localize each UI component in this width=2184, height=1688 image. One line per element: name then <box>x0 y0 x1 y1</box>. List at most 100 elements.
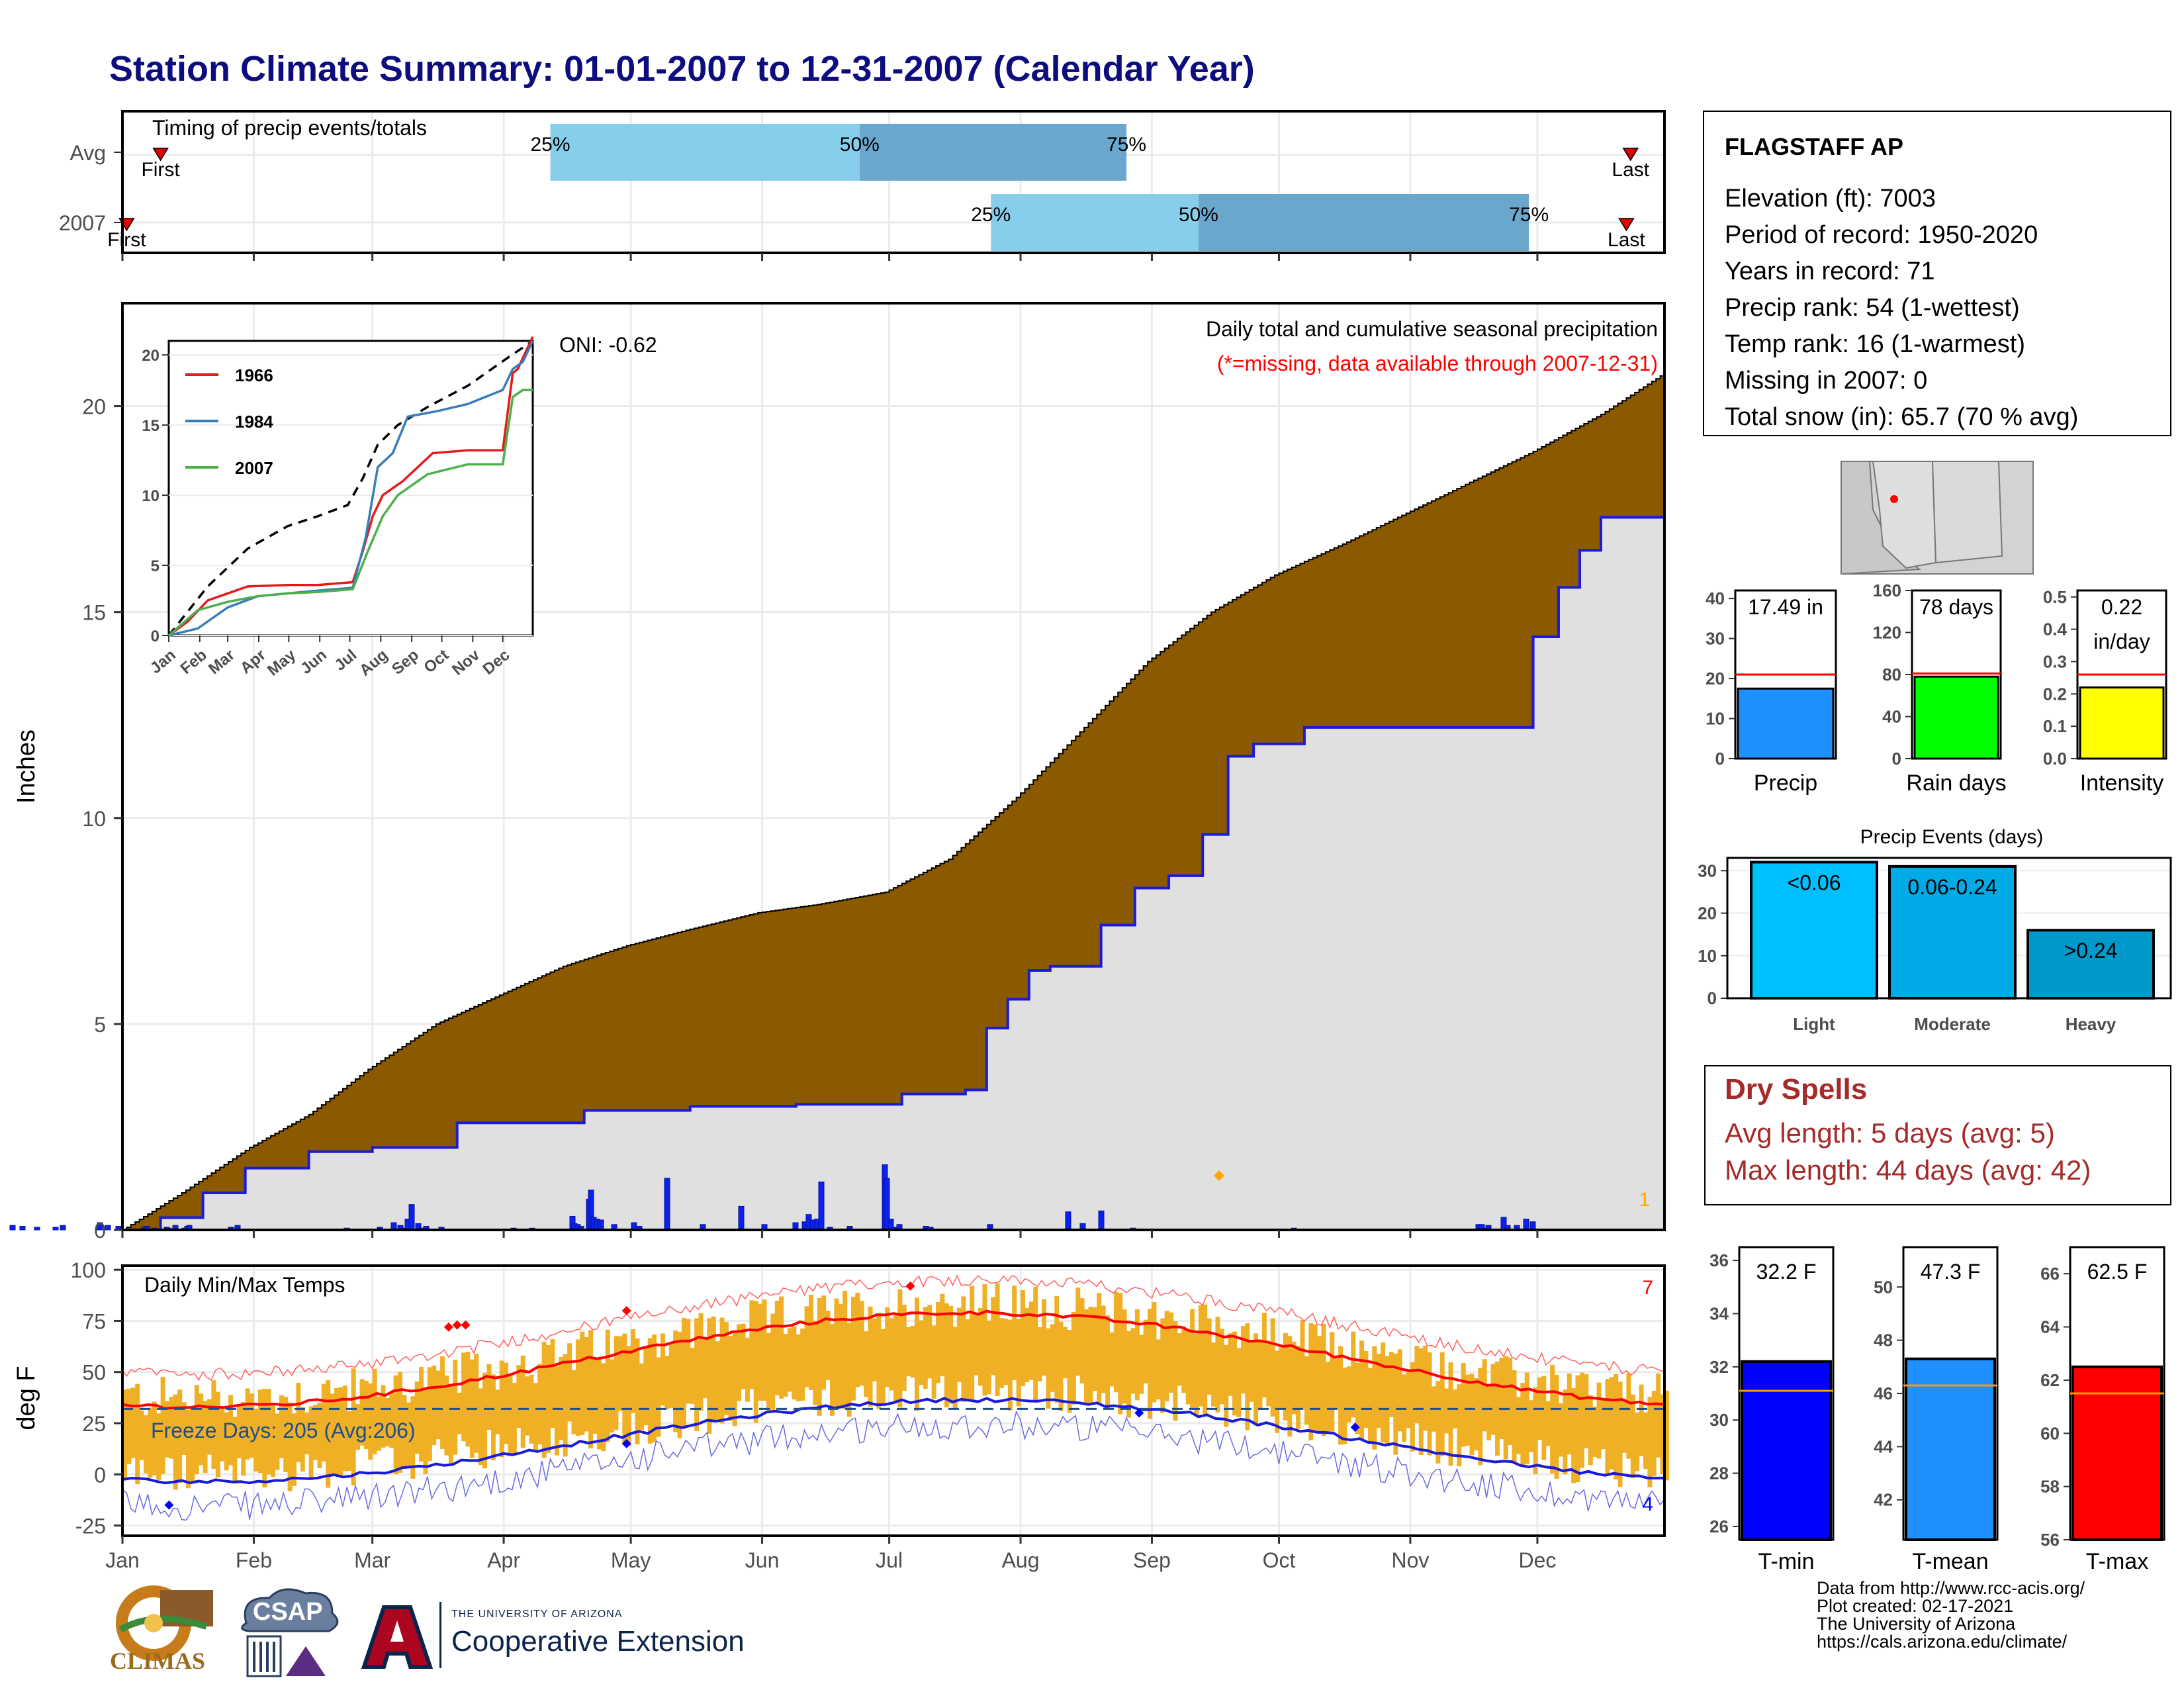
daily-temp-range <box>232 1417 238 1484</box>
daily-temp-range <box>745 1337 750 1402</box>
timing-bar-25-50 <box>550 124 860 181</box>
daily-temp-range <box>406 1402 411 1468</box>
timing-row-label: 2007 <box>59 211 106 235</box>
daily-temp-range <box>1414 1346 1420 1424</box>
daily-temp-range <box>1444 1388 1449 1434</box>
daily-temp-range <box>1079 1298 1085 1383</box>
daily-temp-range <box>1054 1295 1060 1403</box>
daily-temp-range <box>1351 1331 1356 1418</box>
daily-temp-range <box>1261 1313 1267 1398</box>
summary-bar-label: Intensity <box>2080 771 2164 796</box>
daily-temp-range <box>177 1389 183 1483</box>
daily-temp-range <box>1126 1331 1132 1418</box>
daily-temp-range <box>224 1412 229 1471</box>
daily-temp-range <box>1490 1364 1496 1435</box>
inset-series-2007 <box>167 389 533 637</box>
summary-value-label: 78 days <box>1919 595 1993 619</box>
page-title: Station Climate Summary: 01-01-2007 to 1… <box>109 49 1255 89</box>
temp-summary-ytick-label: 44 <box>1874 1436 1893 1456</box>
daily-temp-range <box>440 1356 445 1450</box>
precip-ytick-label: 0 <box>94 1219 106 1243</box>
average-tmax-line <box>122 1309 1665 1410</box>
station-info-line: Precip rank: 54 (1-wettest) <box>1725 294 2020 322</box>
daily-temp-range <box>504 1362 509 1444</box>
summary-bar-label: Rain days <box>1906 771 2006 796</box>
daily-temp-range <box>1134 1309 1140 1401</box>
temp-summary-ytick-label: 34 <box>1709 1303 1729 1323</box>
daily-temp-range <box>156 1413 161 1480</box>
temp-summary-ytick-label: 42 <box>1874 1490 1893 1510</box>
daily-temp-range <box>842 1290 848 1409</box>
daily-temp-range <box>1554 1375 1559 1479</box>
daily-temp-range <box>279 1395 284 1458</box>
timing-first-label: First <box>107 229 146 251</box>
daily-temp-range <box>601 1363 606 1452</box>
daily-temp-range <box>855 1292 860 1387</box>
daily-temp-range <box>321 1383 326 1462</box>
daily-temp-range <box>813 1321 818 1405</box>
daily-temp-range <box>1579 1372 1584 1468</box>
daily-temp-range <box>313 1404 318 1460</box>
inset-ytick-label: 0 <box>151 628 159 645</box>
events-ytick-label: 20 <box>1698 904 1717 923</box>
inset-ytick-label: 5 <box>151 557 159 575</box>
daily-temp-range <box>1660 1394 1665 1474</box>
daily-temp-range <box>808 1294 813 1390</box>
month-label: Apr <box>487 1548 520 1572</box>
daily-temp-range <box>220 1408 225 1462</box>
daily-temp-range <box>304 1412 310 1454</box>
daily-precip-bar <box>887 1219 894 1231</box>
daily-temp-range <box>1494 1361 1500 1456</box>
station-info-line: Temp rank: 16 (1-warmest) <box>1725 330 2025 358</box>
daily-temp-range <box>359 1379 365 1446</box>
station-info-line: Total snow (in): 65.7 (70 % avg) <box>1725 403 2078 431</box>
record-low-marker <box>164 1500 174 1510</box>
temp-summary-ytick-label: 56 <box>2040 1530 2060 1550</box>
daily-temp-range <box>868 1306 873 1407</box>
daily-temp-range <box>1160 1318 1165 1413</box>
daily-temp-range <box>1012 1286 1017 1380</box>
daily-temp-range <box>1478 1368 1483 1466</box>
daily-temp-range <box>363 1380 369 1450</box>
daily-temp-range <box>1037 1327 1042 1382</box>
daily-temp-range <box>478 1388 483 1466</box>
precip-events-frame <box>1726 857 2172 1000</box>
daily-temp-range <box>326 1380 331 1488</box>
daily-temp-range <box>1376 1354 1381 1429</box>
daily-temp-range <box>1473 1378 1479 1451</box>
timing-p50-label: 50% <box>1179 204 1218 226</box>
precip-subtitle: Daily total and cumulative seasonal prec… <box>1206 317 1658 341</box>
daily-precip-bar <box>818 1181 825 1231</box>
precip-event-value: <0.06 <box>1788 870 1841 894</box>
daily-temp-range <box>266 1389 271 1475</box>
daily-temp-range <box>1240 1326 1246 1394</box>
daily-temp-range <box>626 1346 631 1446</box>
daily-temp-range <box>1410 1362 1415 1452</box>
daily-temp-range <box>737 1324 742 1401</box>
daily-temp-range <box>821 1295 827 1390</box>
daily-temp-range <box>1287 1336 1293 1437</box>
station-info-line: Period of record: 1950-2020 <box>1725 221 2038 249</box>
daily-temp-range <box>1541 1376 1547 1460</box>
daily-temp-range <box>1016 1319 1021 1407</box>
summary-ytick-label: 10 <box>1706 709 1725 729</box>
daily-temp-range <box>1563 1389 1568 1475</box>
record-low-marker <box>1134 1408 1144 1418</box>
daily-temp-range <box>783 1334 788 1397</box>
daily-temp-range <box>702 1339 707 1399</box>
daily-temp-range <box>144 1415 148 1474</box>
daily-temp-range <box>482 1373 488 1469</box>
summary-bar <box>2079 686 2165 760</box>
temp-summary-label: T-min <box>1758 1549 1815 1574</box>
record-high-marker <box>443 1322 453 1332</box>
daily-temp-range <box>1063 1327 1068 1379</box>
month-label: May <box>611 1548 651 1572</box>
daily-precip-bar <box>105 1225 111 1231</box>
daily-temp-range <box>215 1391 220 1477</box>
daily-temp-range <box>448 1385 453 1465</box>
daily-temp-range <box>643 1346 649 1426</box>
daily-temp-range <box>1656 1373 1661 1458</box>
oni-label: ONI: -0.62 <box>559 333 657 357</box>
summary-ytick-label: 0.1 <box>2043 716 2067 736</box>
daily-temp-range <box>631 1329 636 1413</box>
